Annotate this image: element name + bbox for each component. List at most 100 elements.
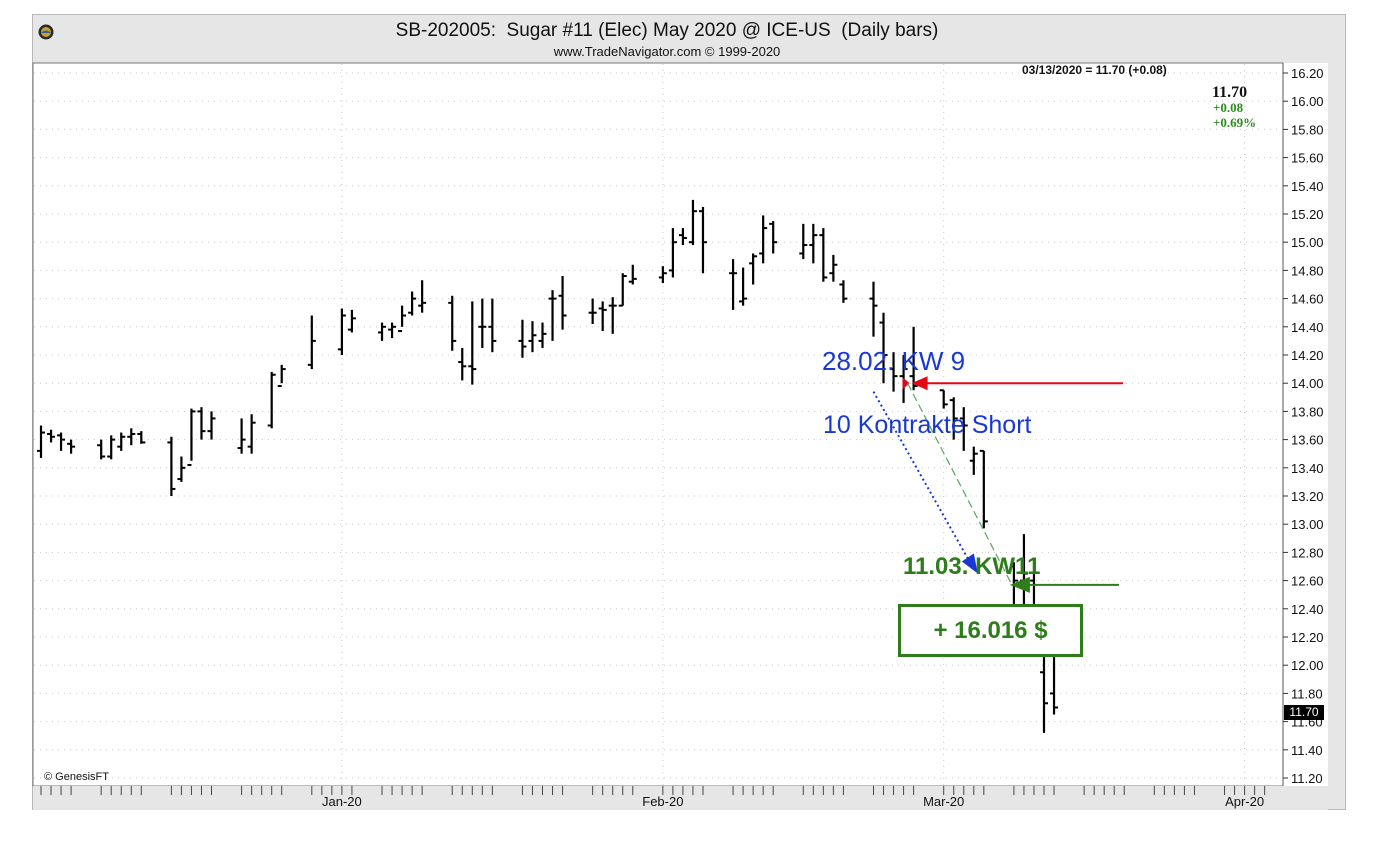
ohlc-bar <box>97 439 106 460</box>
ohlc-bar <box>658 266 667 284</box>
ohlc-bar <box>237 418 246 454</box>
ohlc-bar <box>739 267 748 306</box>
ohlc-bar <box>267 371 276 429</box>
price-tick-label: 15.00 <box>1291 235 1324 250</box>
ohlc-bar <box>1050 653 1059 715</box>
ohlc-bar <box>1040 651 1048 733</box>
ohlc-bar <box>959 407 968 451</box>
ohlc-bar <box>127 428 136 446</box>
ohlc-bar <box>177 456 186 482</box>
price-tick-label: 14.80 <box>1291 263 1324 278</box>
price-tick-label: 12.80 <box>1291 545 1324 560</box>
ohlc-bar <box>548 290 557 341</box>
ohlc-bar <box>528 321 537 353</box>
chart-title: SB-202005: Sugar #11 (Elec) May 2020 @ I… <box>395 20 939 41</box>
ohlc-bar <box>799 223 808 260</box>
ohlc-bar <box>949 397 958 440</box>
price-tick-label: 11.80 <box>1291 686 1323 701</box>
ohlc-bar <box>538 322 547 348</box>
price-tick-label: 15.40 <box>1291 179 1324 194</box>
ohlc-bar <box>889 352 898 392</box>
ohlc-bar <box>307 315 316 370</box>
ohlc-bar <box>488 298 497 353</box>
chart-subtitle: www.TradeNavigator.com © 1999-2020 <box>553 44 781 59</box>
price-tick-label: 16.20 <box>1291 66 1324 81</box>
ohlc-bar <box>277 364 286 388</box>
ohlc-bar <box>809 223 818 264</box>
price-tick-label: 12.60 <box>1291 574 1324 589</box>
entry-arrow-head <box>911 376 928 391</box>
ohlc-bar <box>57 432 66 451</box>
price-tick-label: 14.00 <box>1291 376 1324 391</box>
ohlc-bar <box>337 308 346 355</box>
ohlc-bar <box>628 264 637 285</box>
date-tick-label: Apr-20 <box>1225 794 1264 809</box>
last-bar-info: 03/13/2020 = 11.70 (+0.08) <box>1022 63 1167 77</box>
ohlc-bar <box>909 326 918 391</box>
net-change-value: +0.08 <box>1213 100 1244 115</box>
copyright-text: © GenesisFT <box>44 771 109 783</box>
ohlc-bar <box>749 253 758 285</box>
ohlc-bar <box>668 228 677 278</box>
ohlc-bar <box>418 280 427 313</box>
ohlc-bar <box>408 291 417 316</box>
ohlc-bar <box>598 301 607 332</box>
ohlc-bar <box>839 280 848 303</box>
annotation-entry-text: 10 Kontrakte Short <box>823 411 1032 439</box>
ohlc-bar <box>207 411 216 440</box>
ohlc-bar <box>247 414 256 454</box>
ohlc-bar <box>388 322 397 339</box>
price-tick-label: 13.80 <box>1291 404 1324 419</box>
ohlc-bar <box>518 319 527 358</box>
ohlc-bar <box>107 435 116 460</box>
ohlc-bar <box>759 215 768 264</box>
price-tick-label: 15.60 <box>1291 151 1324 166</box>
annotation-exit-date: 11.03. KW11 <box>903 553 1041 580</box>
price-tick-label: 14.60 <box>1291 292 1324 307</box>
ohlc-bar <box>678 228 687 246</box>
trade-navigator-logo-icon <box>38 24 54 40</box>
ohlc-bar <box>448 295 457 351</box>
ohlc-bar <box>819 228 828 282</box>
exit-arrow-head <box>1009 576 1030 593</box>
ohlc-bar <box>167 436 176 496</box>
ohlc-bar <box>398 305 407 333</box>
price-tick-label: 13.20 <box>1291 489 1324 504</box>
last-close-value: 11.70 <box>1212 84 1248 101</box>
ohlc-bar <box>829 254 838 282</box>
ohlc-bar <box>608 297 617 334</box>
ohlc-bar <box>698 206 707 274</box>
price-tick-label: 13.40 <box>1291 461 1324 476</box>
date-tick-label: Feb-20 <box>642 794 683 809</box>
direction-arrow-line <box>872 391 973 567</box>
ohlc-bar <box>729 259 738 310</box>
price-tick-label: 14.20 <box>1291 348 1324 363</box>
ohlc-bar <box>558 276 567 330</box>
price-tick-label: 12.00 <box>1291 658 1324 673</box>
ohlc-bar <box>879 312 888 384</box>
profit-box: + 16.016 $ <box>898 604 1083 657</box>
ohlc-bar <box>468 301 477 385</box>
price-tick-label: 16.00 <box>1291 94 1324 109</box>
ohlc-bar <box>618 273 627 307</box>
ohlc-bar <box>688 199 697 246</box>
trade-trend-line <box>907 382 1013 586</box>
ohlc-bar <box>47 429 56 443</box>
ohlc-bar <box>197 407 206 440</box>
ohlc-bar <box>117 432 126 451</box>
date-tick-label: Jan-20 <box>322 794 362 809</box>
ohlc-bar <box>67 439 76 454</box>
ohlc-bar <box>378 322 387 341</box>
direction-arrow-head <box>961 553 978 574</box>
annotation-entry-date: 28.02. KW 9 <box>822 346 966 376</box>
ohlc-bar <box>37 425 45 458</box>
ohlc-bar <box>458 347 467 381</box>
price-tick-label: 14.40 <box>1291 320 1324 335</box>
price-tick-label: 15.80 <box>1291 122 1324 137</box>
ohlc-bar <box>969 446 978 475</box>
ohlc-bar <box>187 408 196 466</box>
ohlc-bar <box>979 449 988 529</box>
price-tick-label: 12.40 <box>1291 602 1324 617</box>
price-tick-label: 11.20 <box>1291 771 1323 786</box>
